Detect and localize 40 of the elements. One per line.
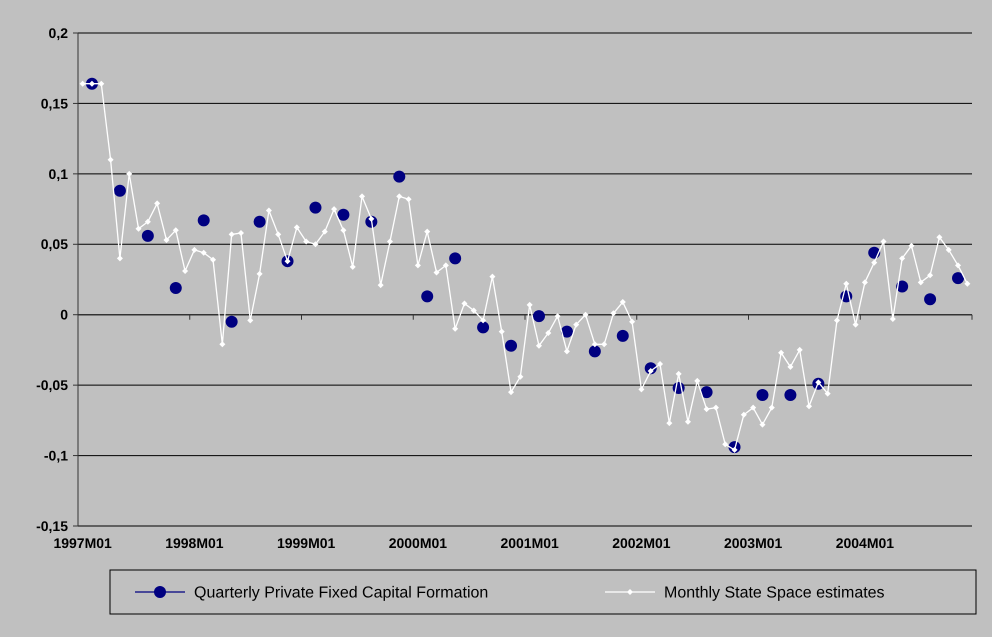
point — [784, 389, 796, 402]
point — [756, 389, 768, 402]
y-tick-label: 0,1 — [48, 166, 68, 182]
point — [421, 290, 434, 302]
point — [449, 252, 462, 264]
point — [560, 326, 573, 338]
x-tick-label: 2002M01 — [612, 535, 671, 551]
x-tick-label: 2003M01 — [724, 535, 783, 551]
point — [309, 202, 322, 214]
point — [477, 321, 490, 334]
point — [924, 293, 936, 306]
legend-label: Monthly State Space estimates — [664, 584, 885, 602]
point — [226, 316, 238, 328]
y-tick-label: 0 — [60, 306, 68, 323]
point — [170, 282, 182, 294]
y-tick-label: 0,15 — [40, 95, 68, 112]
y-tick-label: 0,2 — [48, 24, 68, 41]
x-tick-label: 2001M01 — [500, 535, 560, 551]
x-tick-label: 1997M01 — [53, 535, 112, 551]
point — [588, 345, 601, 358]
x-tick-label: 2004M01 — [836, 535, 894, 551]
point — [700, 386, 713, 398]
point — [114, 184, 126, 197]
y-tick-label: -0,1 — [44, 447, 68, 464]
point — [616, 330, 629, 342]
point — [393, 170, 406, 183]
x-tick-label: 2000M01 — [388, 535, 448, 551]
x-tick-label: 1999M01 — [276, 535, 336, 551]
point — [142, 230, 154, 242]
point — [198, 214, 210, 226]
y-tick-label: -0,05 — [36, 377, 68, 394]
point — [532, 310, 545, 322]
point — [505, 340, 518, 352]
point — [254, 216, 266, 228]
y-tick-label: 0,05 — [40, 236, 68, 252]
x-tick-label: 1998M01 — [165, 535, 224, 551]
point — [337, 208, 350, 221]
y-tick-label: -0,15 — [36, 518, 68, 534]
point — [952, 272, 964, 284]
legend-label: Quarterly Private Fixed Capital Formation — [194, 584, 488, 602]
